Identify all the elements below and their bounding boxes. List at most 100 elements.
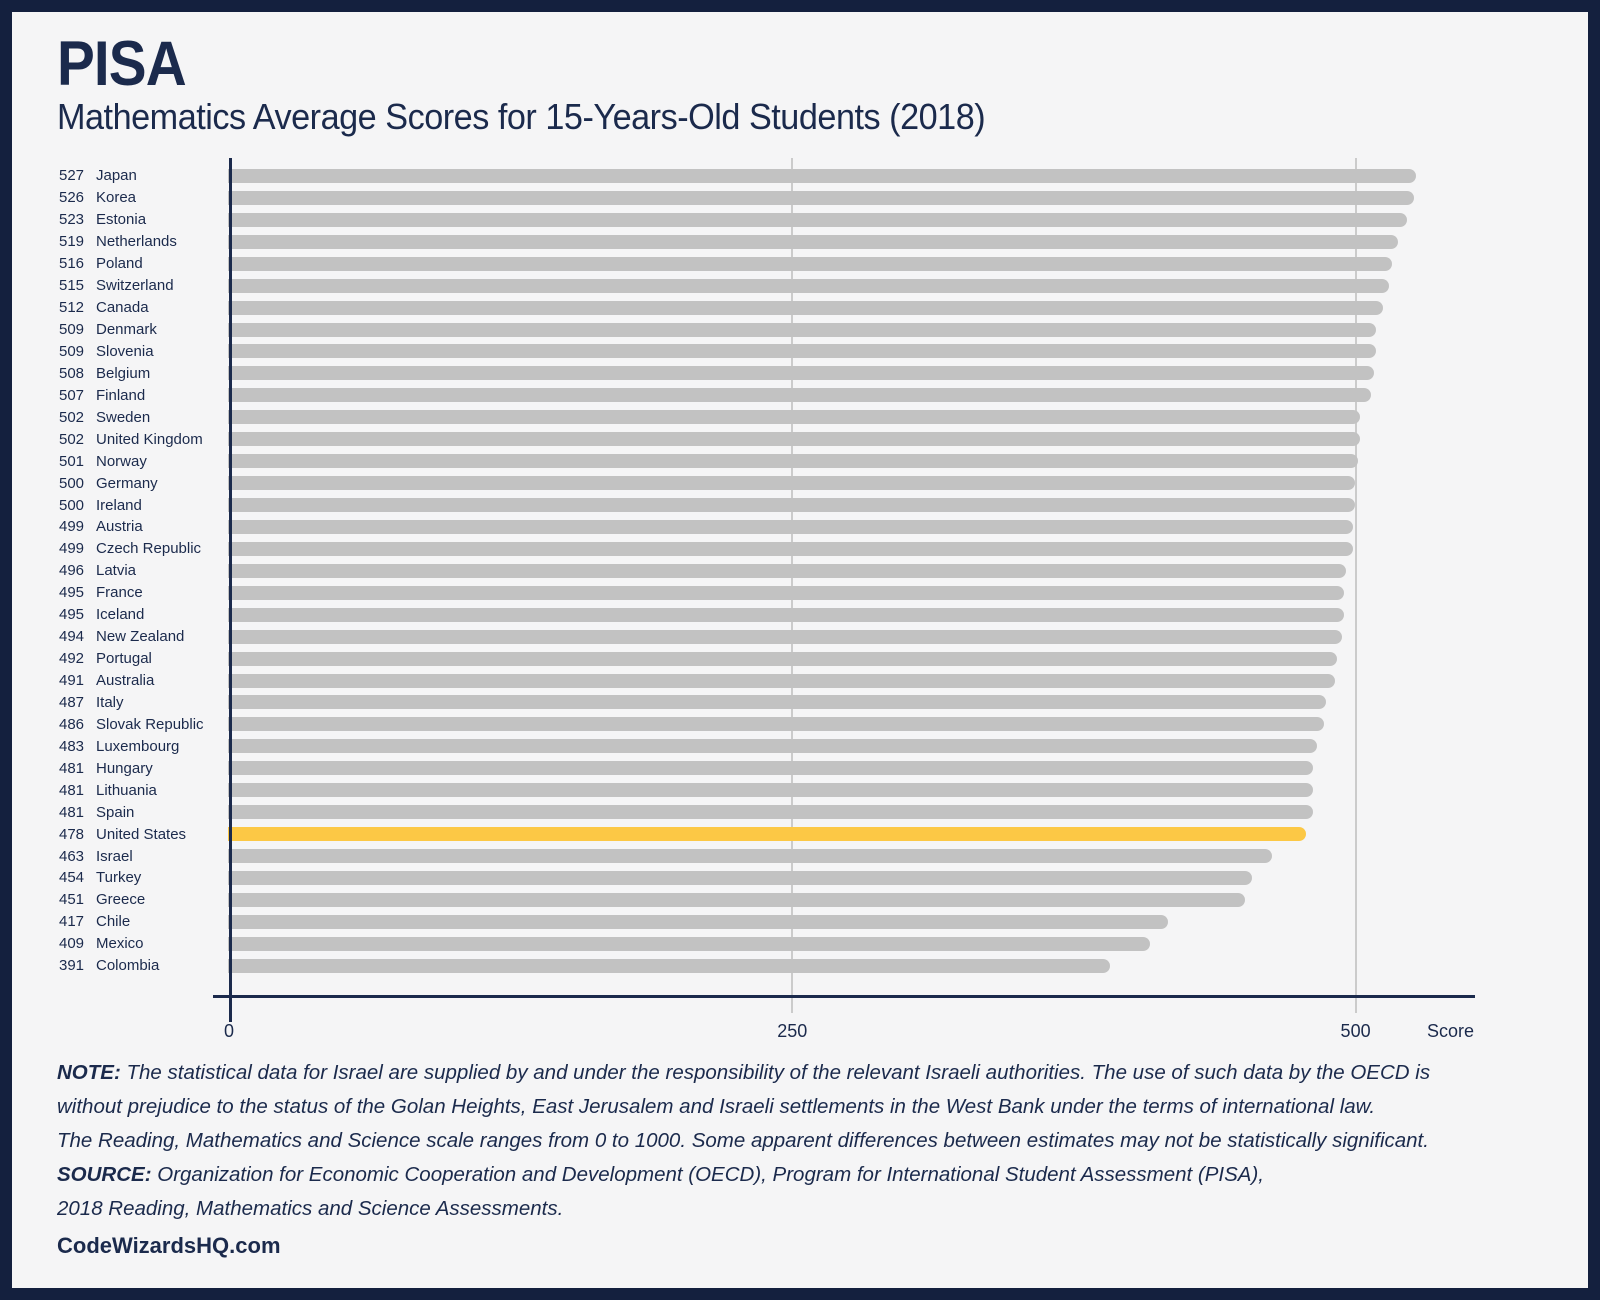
page-title: PISA bbox=[57, 29, 187, 99]
score-value: 515 bbox=[59, 277, 85, 295]
score-value: 478 bbox=[59, 825, 85, 843]
country-label: Denmark bbox=[96, 321, 157, 339]
chart-row: 502 United Kingdom bbox=[57, 428, 1475, 450]
score-value: 526 bbox=[59, 189, 85, 207]
country-label: Portugal bbox=[96, 650, 152, 668]
country-label: Italy bbox=[96, 693, 124, 711]
chart-row: 523 Estonia bbox=[57, 209, 1475, 231]
score-bar bbox=[228, 607, 1345, 622]
bar-area bbox=[228, 607, 1475, 622]
score-value: 501 bbox=[59, 452, 85, 470]
score-bar bbox=[228, 388, 1372, 403]
country-label: Slovak Republic bbox=[96, 715, 204, 733]
score-bar bbox=[228, 498, 1356, 513]
country-label: Spain bbox=[96, 803, 135, 821]
bar-area bbox=[228, 739, 1475, 754]
score-value: 499 bbox=[59, 540, 85, 558]
country-label: United States bbox=[96, 825, 187, 843]
country-label: Mexico bbox=[96, 935, 144, 953]
bar-area bbox=[228, 585, 1475, 600]
chart-row: 527 Japan bbox=[57, 165, 1475, 187]
chart-row: 499 Austria bbox=[57, 516, 1475, 538]
score-value: 502 bbox=[59, 430, 85, 448]
bar-area bbox=[228, 366, 1475, 381]
score-bar bbox=[228, 892, 1245, 907]
score-value: 487 bbox=[59, 693, 85, 711]
chart-row: 526 Korea bbox=[57, 187, 1475, 209]
country-label: Switzerland bbox=[96, 277, 174, 295]
country-label: Iceland bbox=[96, 606, 145, 624]
score-value: 500 bbox=[59, 496, 85, 514]
bar-area bbox=[228, 519, 1475, 534]
note-line: without prejudice to the status of the G… bbox=[57, 1095, 1376, 1118]
score-bar-highlighted bbox=[228, 827, 1306, 842]
bar-area bbox=[228, 563, 1475, 578]
chart-row: 481 Hungary bbox=[57, 757, 1475, 779]
score-bar bbox=[228, 739, 1318, 754]
bar-area bbox=[228, 673, 1475, 688]
country-label: Chile bbox=[96, 913, 131, 931]
bar-area bbox=[228, 454, 1475, 469]
chart-row: 501 Norway bbox=[57, 450, 1475, 472]
country-label: Latvia bbox=[96, 562, 137, 580]
bar-area bbox=[228, 256, 1475, 271]
score-bar bbox=[228, 168, 1417, 183]
score-bar bbox=[228, 805, 1313, 820]
bar-area bbox=[228, 168, 1475, 183]
chart-row: 499 Czech Republic bbox=[57, 538, 1475, 560]
bar-area bbox=[228, 805, 1475, 820]
country-label: Austria bbox=[96, 518, 143, 536]
score-value: 516 bbox=[59, 255, 85, 273]
bar-area bbox=[228, 300, 1475, 315]
score-value: 391 bbox=[59, 957, 85, 975]
country-label: Hungary bbox=[96, 759, 153, 777]
bar-area bbox=[228, 827, 1475, 842]
country-label: Poland bbox=[96, 255, 143, 273]
chart-row: 391 Colombia bbox=[57, 955, 1475, 977]
score-value: 483 bbox=[59, 737, 85, 755]
country-label: New Zealand bbox=[96, 628, 185, 646]
score-bar bbox=[228, 256, 1392, 271]
country-label: Sweden bbox=[96, 408, 151, 426]
score-value: 502 bbox=[59, 408, 85, 426]
score-value: 481 bbox=[59, 759, 85, 777]
score-bar bbox=[228, 585, 1345, 600]
bar-area bbox=[228, 651, 1475, 666]
score-value: 519 bbox=[59, 233, 85, 251]
score-bar bbox=[228, 870, 1252, 885]
footer-brand: CodeWizardsHQ.com bbox=[57, 1233, 281, 1258]
chart-row: 508 Belgium bbox=[57, 362, 1475, 384]
score-value: 463 bbox=[59, 847, 85, 865]
gridline-500 bbox=[1354, 158, 1357, 1013]
score-value: 523 bbox=[59, 211, 85, 229]
score-bar bbox=[228, 454, 1358, 469]
score-bar bbox=[228, 651, 1338, 666]
country-label: Finland bbox=[96, 386, 146, 404]
chart-row: 486 Slovak Republic bbox=[57, 713, 1475, 735]
chart-row: 495 Iceland bbox=[57, 604, 1475, 626]
country-label: Canada bbox=[96, 299, 149, 317]
chart-row: 502 Sweden bbox=[57, 406, 1475, 428]
score-value: 494 bbox=[59, 628, 85, 646]
bar-area bbox=[228, 476, 1475, 491]
score-bar bbox=[228, 190, 1415, 205]
country-label: Czech Republic bbox=[96, 540, 202, 558]
score-value: 509 bbox=[59, 342, 85, 360]
bar-area bbox=[228, 278, 1475, 293]
score-bar bbox=[228, 234, 1399, 249]
country-label: Netherlands bbox=[96, 233, 177, 251]
bar-area bbox=[228, 958, 1475, 973]
score-value: 495 bbox=[59, 584, 85, 602]
score-bar bbox=[228, 322, 1376, 337]
score-value: 495 bbox=[59, 606, 85, 624]
score-bar bbox=[228, 695, 1327, 710]
score-bar bbox=[228, 914, 1169, 929]
country-label: Colombia bbox=[96, 957, 160, 975]
bar-area bbox=[228, 695, 1475, 710]
chart-row: 512 Canada bbox=[57, 297, 1475, 319]
x-tick-label-0: 0 bbox=[223, 1021, 235, 1041]
score-bar bbox=[228, 519, 1354, 534]
score-value: 451 bbox=[59, 891, 85, 909]
country-label: Australia bbox=[96, 672, 155, 690]
score-value: 491 bbox=[59, 672, 85, 690]
